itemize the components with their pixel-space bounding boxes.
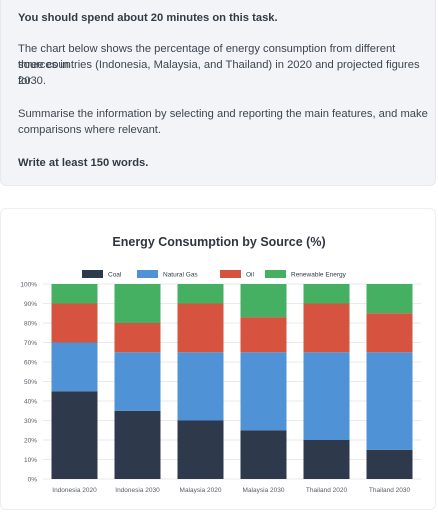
renewable-energy-bar-thailand-2020 [303,284,350,304]
chart-grid [43,283,421,480]
oil-legend-label: Oil [246,272,255,279]
natural-gas-bar-malaysia-2020 [177,352,224,421]
renewable-energy-bar-indonesia-2020 [51,284,98,304]
oil-legend-swatch [220,270,241,278]
coal-bar-malaysia-2030 [240,430,287,479]
time-instruction: You should spend about 20 minutes on thi… [18,12,278,24]
renewable-energy-bar-malaysia-2030 [240,284,287,318]
y-tick-label: 90% [24,301,37,308]
x-tick-label: Malaysia 2020 [180,487,222,494]
y-tick-label: 80% [24,321,37,328]
coal-bar-indonesia-2020 [51,391,98,479]
renewable-energy-bar-malaysia-2020 [177,284,224,304]
task-description-line-3: 2030. [18,75,46,87]
x-tick-label: Thailand 2030 [369,487,411,494]
oil-bar-malaysia-2020 [177,303,224,353]
x-tick-label: Malaysia 2030 [243,487,285,494]
y-tick-label: 60% [24,360,37,367]
x-tick-label: Indonesia 2030 [115,487,160,494]
word-requirement: Write at least 150 words. [18,157,149,169]
coal-bar-thailand-2030 [366,449,413,479]
oil-bar-thailand-2020 [303,303,350,353]
coal-bar-malaysia-2020 [177,420,224,479]
coal-bar-thailand-2020 [303,440,350,479]
y-tick-label: 30% [24,418,37,425]
chart-legend: Coal Natural Gas Oil Renewable Energy [82,270,347,279]
chart-card: Energy Consumption by Source (%) Coal Nat… [0,208,436,510]
y-tick-label: 0% [28,477,38,484]
y-tick-label: 100% [20,282,37,289]
task-description-line-1: The chart below shows the percentage of … [18,43,396,71]
natural-gas-bar-malaysia-2030 [240,352,287,431]
renewable-energy-bar-indonesia-2030 [114,284,161,323]
renewable-energy-legend-label: Renewable Energy [291,272,347,279]
chart-title: Energy Consumption by Source (%) [112,235,325,249]
y-tick-label: 20% [24,438,37,445]
chart-bars [51,284,413,479]
renewable-energy-legend-swatch [265,270,286,278]
coal-legend-label: Coal [108,272,122,279]
natural-gas-legend-swatch [137,270,158,278]
natural-gas-legend-label: Natural Gas [163,272,198,279]
summary-instruction-line-1: Summarise the information by selecting a… [18,108,428,120]
y-tick-label: 70% [24,340,37,347]
oil-bar-indonesia-2030 [114,323,161,353]
x-tick-label: Indonesia 2020 [52,487,97,494]
x-axis-ticks: Indonesia 2020 Indonesia 2030 Malaysia 202… [52,487,410,494]
coal-legend-swatch [82,270,103,278]
y-tick-label: 50% [24,379,37,386]
y-axis-ticks: 0% 10% 20% 30% 40% 50% 60% 70% 80% 90% 100% [20,282,37,484]
renewable-energy-bar-thailand-2030 [366,284,413,314]
oil-bar-malaysia-2030 [240,317,287,353]
natural-gas-bar-indonesia-2020 [51,342,98,392]
summary-instruction-line-2: comparisons where relevant. [18,124,162,136]
coal-bar-indonesia-2030 [114,410,161,479]
oil-bar-thailand-2030 [366,313,413,353]
natural-gas-bar-indonesia-2030 [114,352,161,411]
task-description-line-2: three countries (Indonesia, Malaysia, an… [18,59,420,87]
x-tick-label: Thailand 2020 [306,487,348,494]
task-prompt-panel: You should spend about 20 minutes on thi… [0,0,436,186]
natural-gas-bar-thailand-2020 [303,352,350,440]
y-tick-label: 10% [24,457,37,464]
y-tick-label: 40% [24,399,37,406]
natural-gas-bar-thailand-2030 [366,352,413,450]
energy-chart: Energy Consumption by Source (%) Coal Nat… [20,235,421,494]
oil-bar-indonesia-2020 [51,303,98,343]
